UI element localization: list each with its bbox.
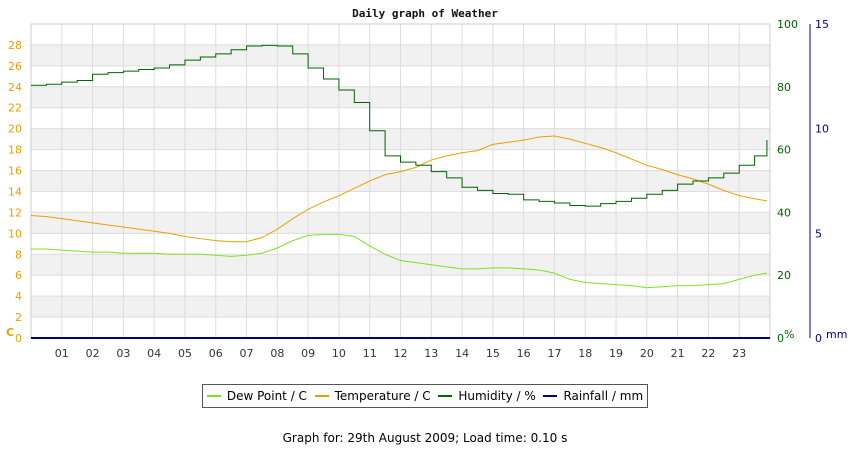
x-tick-label: 05 bbox=[178, 347, 192, 360]
x-tick-label: 23 bbox=[732, 347, 746, 360]
left-tick-label: 4 bbox=[15, 290, 22, 303]
legend-swatch bbox=[206, 395, 221, 397]
x-tick-label: 16 bbox=[517, 347, 531, 360]
x-tick-label: 11 bbox=[363, 347, 377, 360]
rain-tick-label: 10 bbox=[815, 123, 829, 136]
x-tick-label: 02 bbox=[86, 347, 100, 360]
rain-axis-unit: mm bbox=[826, 328, 847, 341]
rain-tick-label: 5 bbox=[815, 227, 822, 240]
humidity-tick-label: 40 bbox=[777, 206, 791, 219]
humidity-tick-label: 0 bbox=[777, 332, 784, 345]
left-tick-label: 0 bbox=[15, 332, 22, 345]
legend-swatch bbox=[314, 395, 329, 397]
x-tick-label: 19 bbox=[609, 347, 623, 360]
legend-item-0: Dew Point / C bbox=[206, 389, 307, 403]
left-tick-label: 22 bbox=[8, 102, 22, 115]
left-tick-label: 24 bbox=[8, 81, 22, 94]
x-tick-label: 04 bbox=[147, 347, 161, 360]
chart-legend: Dew Point / C Temperature / C Humidity / %… bbox=[202, 384, 648, 408]
legend-label: Dew Point / C bbox=[226, 389, 307, 403]
x-tick-label: 20 bbox=[640, 347, 654, 360]
x-tick-label: 17 bbox=[547, 347, 561, 360]
legend-label: Humidity / % bbox=[458, 389, 536, 403]
legend-label: Rainfall / mm bbox=[563, 389, 644, 403]
series-line-0 bbox=[31, 233, 768, 289]
x-tick-label: 08 bbox=[270, 347, 284, 360]
left-tick-label: 2 bbox=[15, 311, 22, 324]
left-tick-label: 20 bbox=[8, 123, 22, 136]
left-axis-unit: C bbox=[6, 326, 14, 339]
footer-status: Graph for: 29th August 2009; Load time: … bbox=[282, 431, 568, 445]
humidity-tick-label: 100 bbox=[777, 18, 798, 31]
humidity-tick-label: 80 bbox=[777, 81, 791, 94]
x-tick-label: 01 bbox=[55, 347, 69, 360]
left-tick-label: 18 bbox=[8, 144, 22, 157]
left-tick-label: 16 bbox=[8, 165, 22, 178]
x-tick-label: 22 bbox=[701, 347, 715, 360]
series-line-1 bbox=[30, 135, 768, 243]
chart-title: Daily graph of Weather bbox=[352, 7, 498, 20]
legend-swatch bbox=[438, 395, 453, 397]
left-tick-label: 12 bbox=[8, 206, 22, 219]
x-tick-label: 13 bbox=[424, 347, 438, 360]
humidity-tick-label: 20 bbox=[777, 269, 791, 282]
left-tick-label: 6 bbox=[15, 269, 22, 282]
x-tick-label: 09 bbox=[301, 347, 315, 360]
x-tick-label: 10 bbox=[332, 347, 346, 360]
tick-labels: 0246810121416182022242628020406080100051… bbox=[6, 18, 847, 360]
x-tick-label: 03 bbox=[116, 347, 130, 360]
rain-tick-label: 0 bbox=[815, 332, 822, 345]
series-line-2 bbox=[31, 44, 768, 207]
left-tick-label: 10 bbox=[8, 227, 22, 240]
x-tick-label: 07 bbox=[240, 347, 254, 360]
legend-swatch bbox=[543, 395, 558, 397]
left-tick-label: 28 bbox=[8, 39, 22, 52]
x-tick-label: 14 bbox=[455, 347, 469, 360]
humidity-tick-label: 60 bbox=[777, 144, 791, 157]
x-tick-label: 15 bbox=[486, 347, 500, 360]
x-tick-label: 12 bbox=[394, 347, 408, 360]
left-tick-label: 26 bbox=[8, 60, 22, 73]
rain-tick-label: 15 bbox=[815, 18, 829, 31]
x-tick-label: 21 bbox=[671, 347, 685, 360]
plot-axes bbox=[31, 24, 811, 339]
x-tick-label: 18 bbox=[578, 347, 592, 360]
legend-item-3: Rainfall / mm bbox=[543, 389, 643, 403]
legend-label: Temperature / C bbox=[334, 389, 431, 403]
legend-item-2: Humidity / % bbox=[438, 389, 536, 403]
humidity-axis-unit: % bbox=[784, 328, 794, 341]
left-tick-label: 14 bbox=[8, 185, 22, 198]
left-tick-label: 8 bbox=[15, 248, 22, 261]
x-tick-label: 06 bbox=[209, 347, 223, 360]
legend-item-1: Temperature / C bbox=[314, 389, 431, 403]
